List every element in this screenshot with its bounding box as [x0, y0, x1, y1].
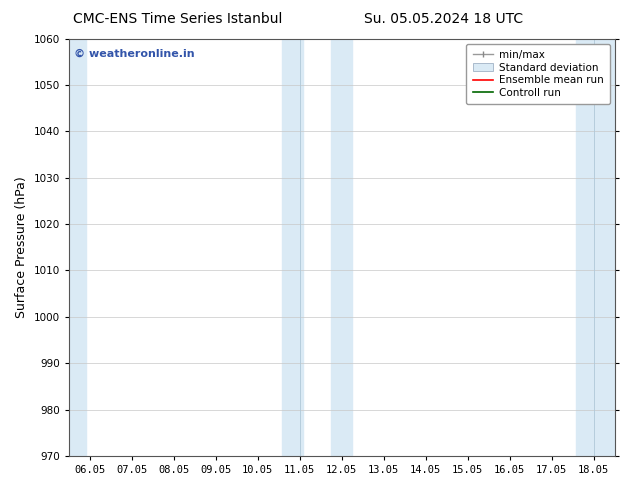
Bar — [576, 39, 597, 456]
Y-axis label: Surface Pressure (hPa): Surface Pressure (hPa) — [15, 176, 28, 318]
Legend: min/max, Standard deviation, Ensemble mean run, Controll run: min/max, Standard deviation, Ensemble me… — [467, 44, 610, 104]
Text: Su. 05.05.2024 18 UTC: Su. 05.05.2024 18 UTC — [365, 12, 523, 26]
Bar — [282, 39, 303, 456]
Bar — [597, 39, 615, 456]
Text: CMC-ENS Time Series Istanbul: CMC-ENS Time Series Istanbul — [73, 12, 282, 26]
Bar — [69, 39, 86, 456]
Text: © weatheronline.in: © weatheronline.in — [74, 49, 195, 59]
Bar — [332, 39, 353, 456]
